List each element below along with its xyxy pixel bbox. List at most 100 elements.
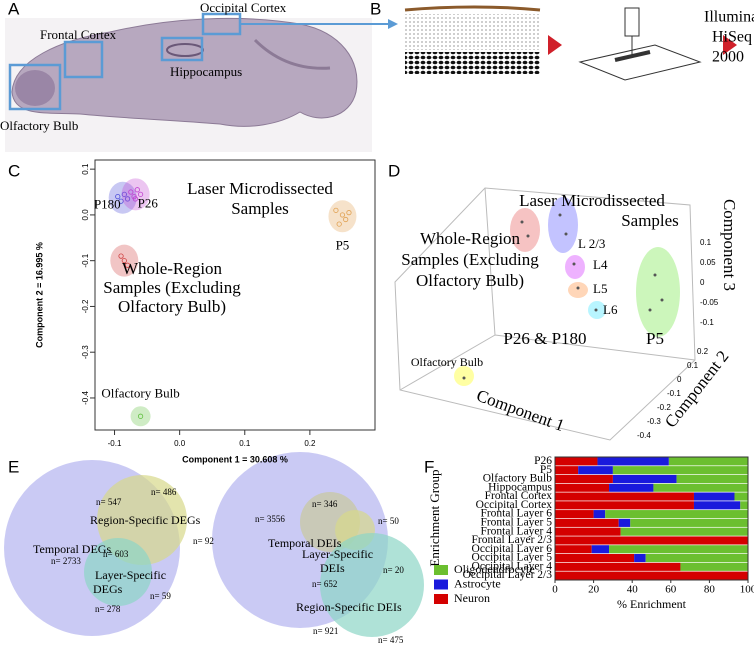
bar-segment xyxy=(605,510,748,519)
cluster-halo xyxy=(110,244,139,277)
venn-label: n= 486 xyxy=(151,487,177,497)
tick-label: -0.2 xyxy=(657,403,671,412)
bar-segment xyxy=(555,536,748,545)
pca-3d-frame xyxy=(394,187,696,441)
y-tick-label: Frontal Layer 5 xyxy=(480,517,552,529)
region-label: Olfactory Bulb xyxy=(0,118,78,133)
pca-3d-clusters xyxy=(454,197,680,386)
bar-segment xyxy=(634,553,646,563)
x-tick-label: 0 xyxy=(552,584,558,596)
point xyxy=(121,191,127,197)
pca3d-annotation: Samples (Excluding xyxy=(401,250,539,269)
venn-label: DEGs xyxy=(93,582,123,596)
panel-label: D xyxy=(388,161,400,180)
pca3d-annotation: L4 xyxy=(593,257,608,272)
sequencing-schematic xyxy=(404,5,737,81)
pca3d-annotation: P26 & P180 xyxy=(503,329,586,348)
point xyxy=(336,221,342,227)
point xyxy=(333,207,339,213)
point xyxy=(339,212,346,218)
x-tick-label: -0.1 xyxy=(108,439,122,448)
legend-swatch xyxy=(434,565,448,575)
panel-label: E xyxy=(8,457,19,476)
x-tick-label: 40 xyxy=(627,584,639,596)
bar-segment xyxy=(645,553,748,563)
panel-label: B xyxy=(370,0,381,18)
legend-swatch xyxy=(434,579,448,590)
tick-label: 0 xyxy=(700,278,705,287)
series-label: P5 xyxy=(336,237,350,252)
venn-label: n= 921 xyxy=(313,626,338,636)
bar-segment xyxy=(597,457,669,466)
plot-frame xyxy=(94,159,376,431)
pca3d-annotation: Laser Microdissected xyxy=(519,191,665,210)
tick-label: 0.1 xyxy=(700,238,712,247)
venn-label: n= 346 xyxy=(312,499,338,509)
plot-frame xyxy=(554,456,749,581)
x-tick-label: 0.2 xyxy=(304,439,316,448)
series-label: P180 xyxy=(94,197,121,212)
x-axis-label: Component 1 = 30.608 % xyxy=(182,454,288,464)
annotation: Samples (Excluding xyxy=(103,278,241,297)
panel-label: F xyxy=(424,457,434,476)
legend-label: Neuron xyxy=(454,591,490,605)
bar-segment xyxy=(612,466,748,475)
venn-label: n= 59 xyxy=(150,591,171,601)
cluster-halo xyxy=(130,406,151,427)
bar-segment xyxy=(693,492,735,501)
region-label: Frontal Cortex xyxy=(40,27,117,42)
bar-segment xyxy=(612,474,677,484)
venn-label: n= 3556 xyxy=(255,514,285,524)
point xyxy=(346,210,352,216)
y-tick-label: Frontal Layer 2/3 xyxy=(472,534,553,546)
bar-segment xyxy=(734,492,748,501)
legend-label: Astrocyte xyxy=(454,576,501,590)
pca3d-annotation: L6 xyxy=(603,302,618,317)
region-label: Hippocampus xyxy=(170,64,242,79)
panel-label: C xyxy=(8,161,20,180)
pca3d-annotation: Olfactory Bulb) xyxy=(416,271,524,290)
x-tick-label: 100 xyxy=(740,584,754,596)
y-tick-label: Frontal Layer 4 xyxy=(480,525,552,537)
point xyxy=(128,189,134,195)
pca3d-annotation: Whole-Region xyxy=(420,229,521,248)
bar-segment xyxy=(620,527,748,536)
venn-label: n= 652 xyxy=(312,579,337,589)
x-tick-label: 0.0 xyxy=(174,439,186,448)
cluster-halo xyxy=(328,200,357,233)
tick-label: -0.3 xyxy=(647,417,661,426)
y-tick-label: Occipital Layer 2/3 xyxy=(463,569,553,581)
brain-section xyxy=(5,12,398,152)
instrument-label: 2000 xyxy=(712,49,744,66)
annotation: Olfactory Bulb) xyxy=(118,297,226,316)
tick-label: -0.4 xyxy=(637,431,651,440)
bar-segment xyxy=(555,527,621,536)
y-tick-label: P26 xyxy=(534,455,552,467)
y-tick-label: 0.0 xyxy=(81,209,90,221)
bar-segment xyxy=(555,553,635,563)
bar-segment xyxy=(555,466,579,475)
bar-segment xyxy=(680,562,748,571)
venn-label: Temporal DEGs xyxy=(33,542,111,556)
region-label: Occipital Cortex xyxy=(200,0,287,15)
tick-label: -0.05 xyxy=(700,298,719,307)
venn-label: DEIs xyxy=(320,561,345,575)
point xyxy=(115,194,121,200)
instrument-label: Illumina xyxy=(704,9,754,26)
bar-segment xyxy=(618,518,631,527)
annotation: Whole-Region xyxy=(122,259,223,278)
point xyxy=(121,258,127,264)
y-tick-label: Frontal Cortex xyxy=(485,490,553,502)
bar-segment xyxy=(593,510,606,519)
series-label: Olfactory Bulb xyxy=(101,385,179,400)
tick-label: -0.1 xyxy=(700,318,714,327)
point xyxy=(124,262,131,268)
point xyxy=(137,191,144,197)
point xyxy=(134,187,140,193)
bar-segment xyxy=(740,501,748,510)
venn-label: n= 2733 xyxy=(51,556,81,566)
x-tick-label: 80 xyxy=(704,584,716,596)
bar-segment xyxy=(555,562,681,571)
x-tick-label: 0.1 xyxy=(239,439,251,448)
